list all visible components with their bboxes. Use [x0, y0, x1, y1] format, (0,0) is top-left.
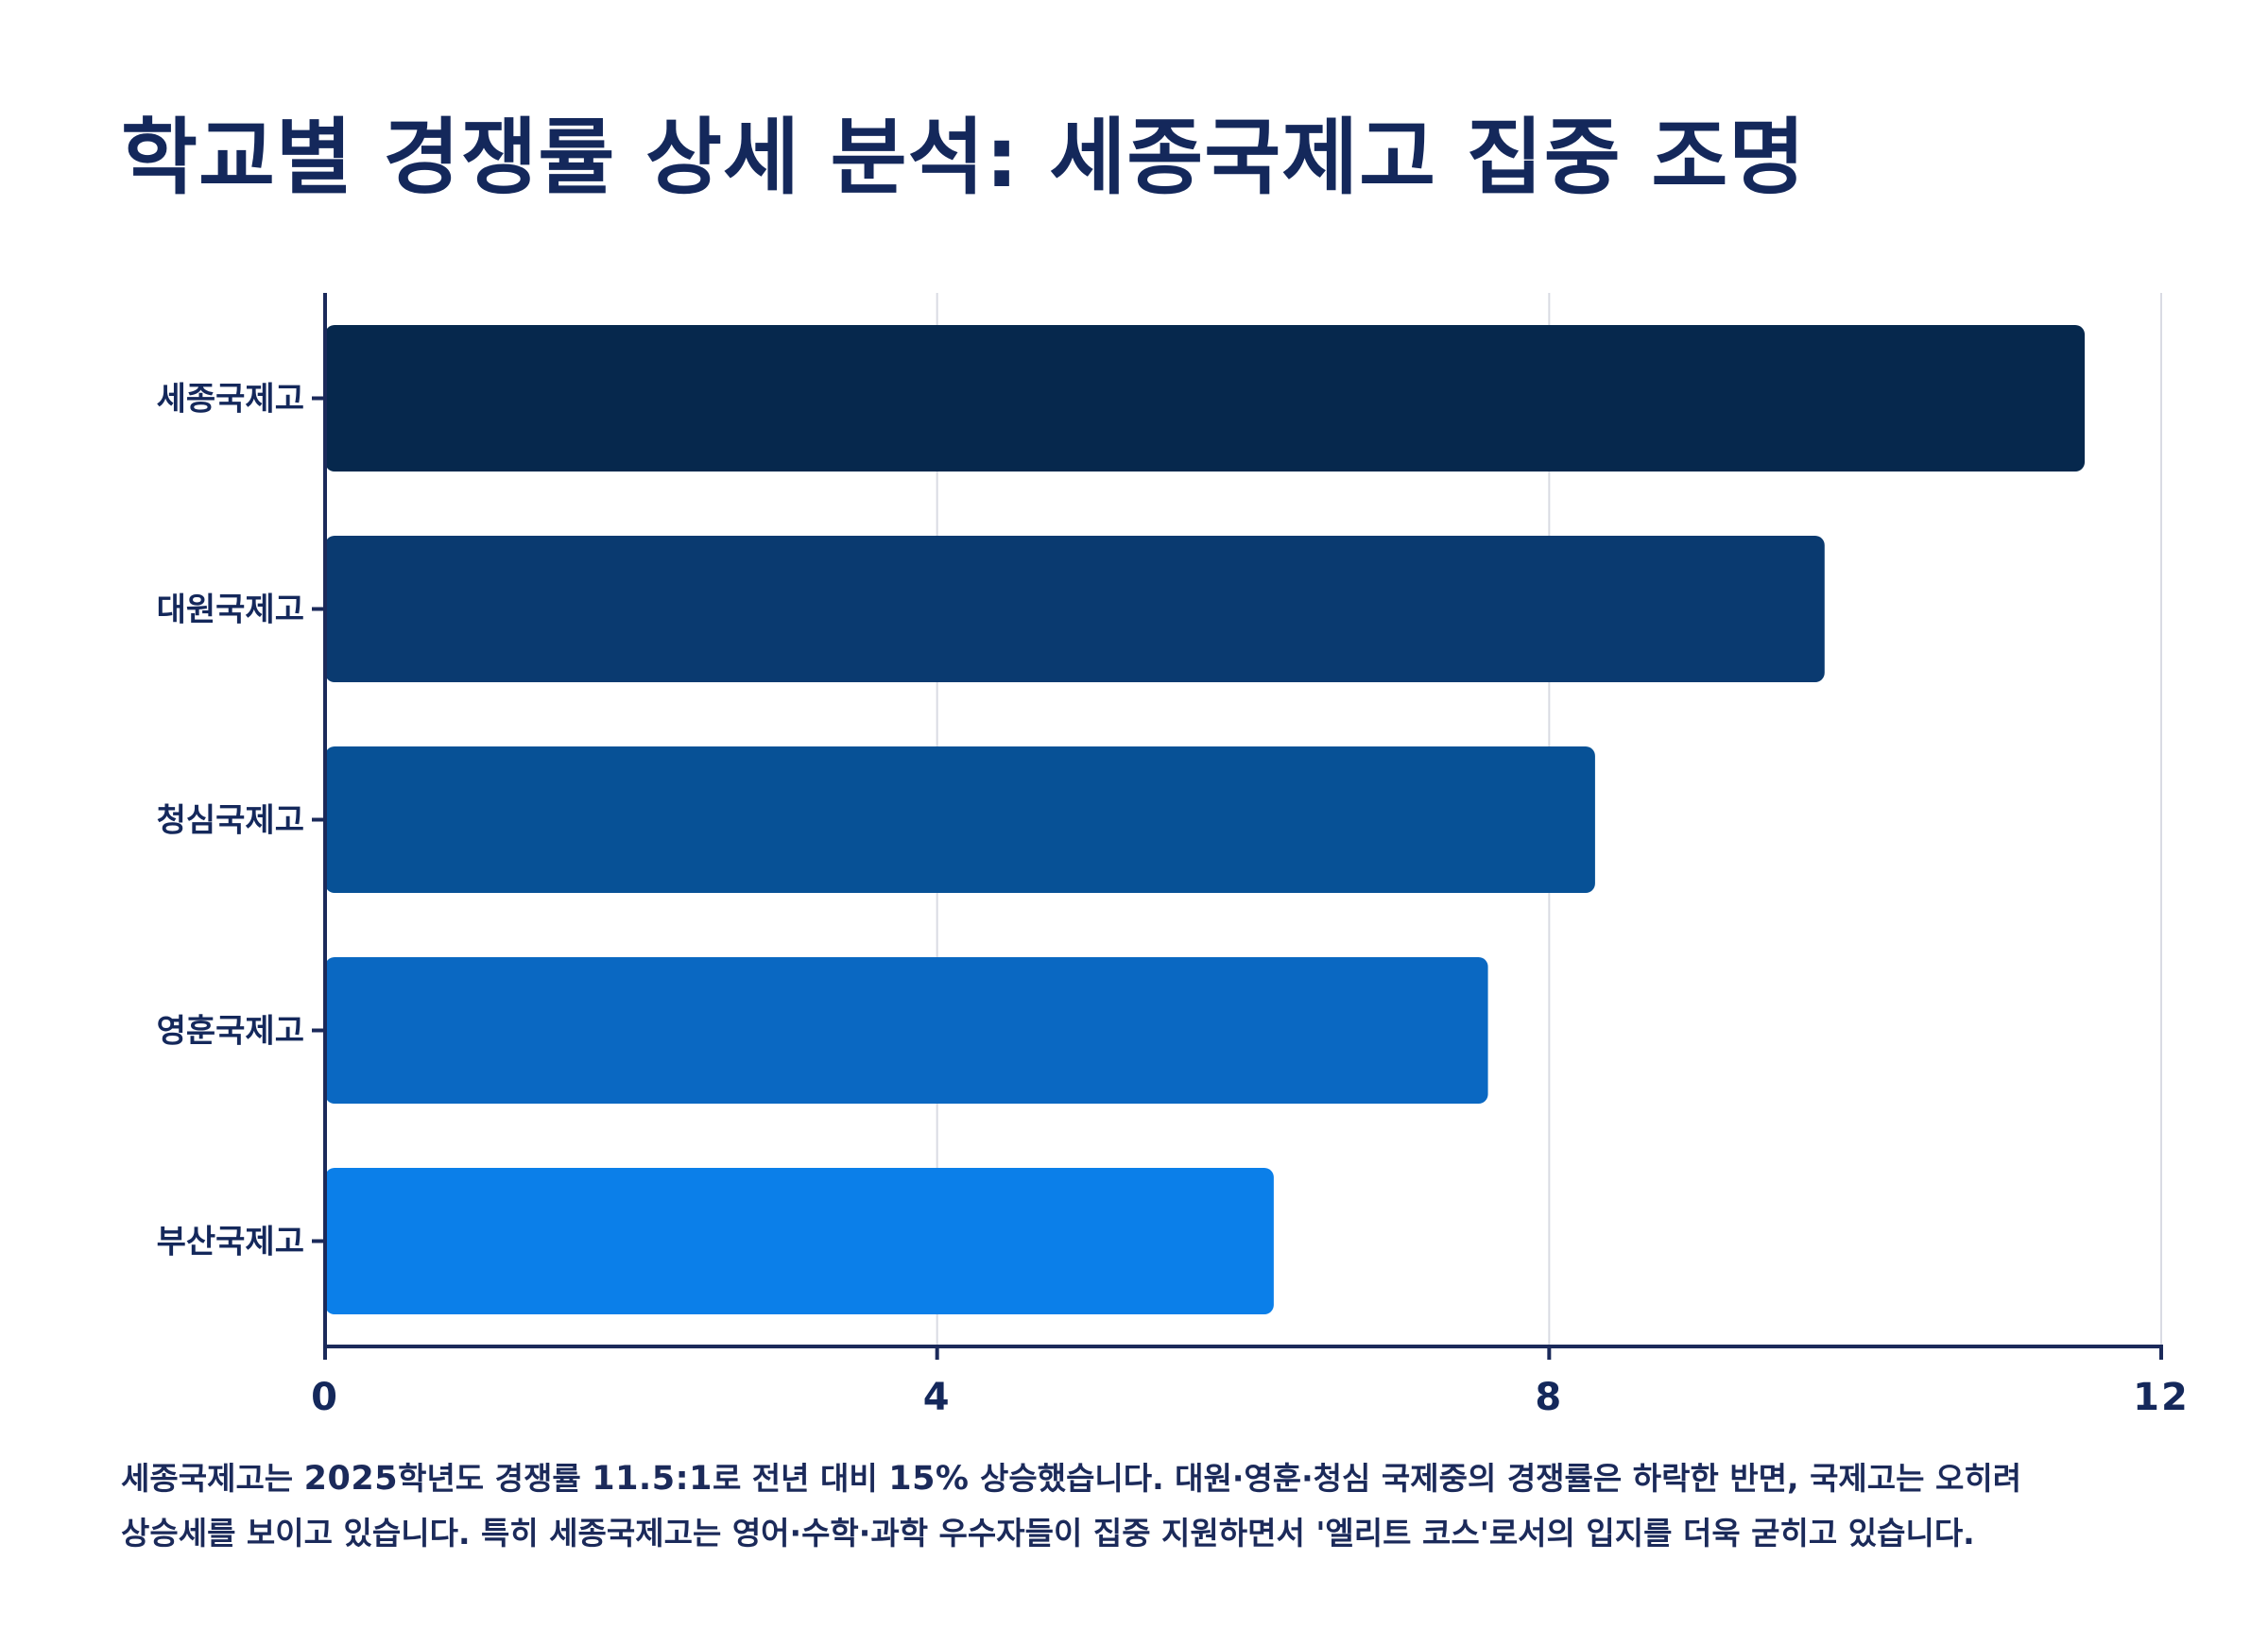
description-line-2: 상승세를 보이고 있습니다. 특히 세종국제고는 영어·수학·과학 우수자들이 … — [121, 1515, 1975, 1552]
y-tick-label: 청심국제고 — [157, 802, 304, 840]
highlight-number: 11.5:1 — [592, 1460, 713, 1498]
bar — [325, 957, 1488, 1104]
bar — [325, 746, 1595, 893]
description-line-1: 세종국제고는 2025학년도 경쟁률 11.5:1로 전년 대비 15% 상승했… — [121, 1460, 2022, 1498]
x-tick-label: 8 — [1535, 1376, 1563, 1417]
bar — [325, 536, 1825, 682]
page-title: 학교별 경쟁률 상세 분석: 세종국제고 집중 조명 — [121, 109, 1807, 206]
highlight-number: 2025 — [303, 1460, 399, 1498]
axes — [312, 293, 2163, 1360]
description-text: 상승세를 보이고 있습니다. 특히 세종국제고는 영어·수학·과학 우수자들이 … — [121, 1515, 1975, 1552]
y-tick-label: 영훈국제고 — [157, 1013, 304, 1051]
x-tick-label: 4 — [923, 1376, 952, 1417]
x-tick-label: 0 — [311, 1376, 339, 1417]
description-text: 학년도 경쟁률 — [398, 1460, 593, 1497]
description-text: 상승했습니다. 대원·영훈·청심 국제중의 경쟁률은 하락한 반면, 국제고는 … — [969, 1460, 2022, 1497]
chart-description: 세종국제고는 2025학년도 경쟁률 11.5:1로 전년 대비 15% 상승했… — [121, 1451, 2181, 1560]
highlight-number: 15% — [888, 1460, 970, 1498]
description-text: 세종국제고는 — [121, 1460, 304, 1497]
bar — [325, 1168, 1274, 1314]
x-tick-label: 12 — [2133, 1376, 2190, 1417]
y-tick-label: 세종국제고 — [157, 381, 304, 419]
bars — [325, 325, 2086, 1314]
description-text: 로 전년 대비 — [712, 1460, 889, 1497]
bar — [325, 325, 2086, 472]
y-tick-label: 대원국제고 — [157, 592, 304, 629]
y-tick-label: 부산국제고 — [157, 1224, 304, 1261]
